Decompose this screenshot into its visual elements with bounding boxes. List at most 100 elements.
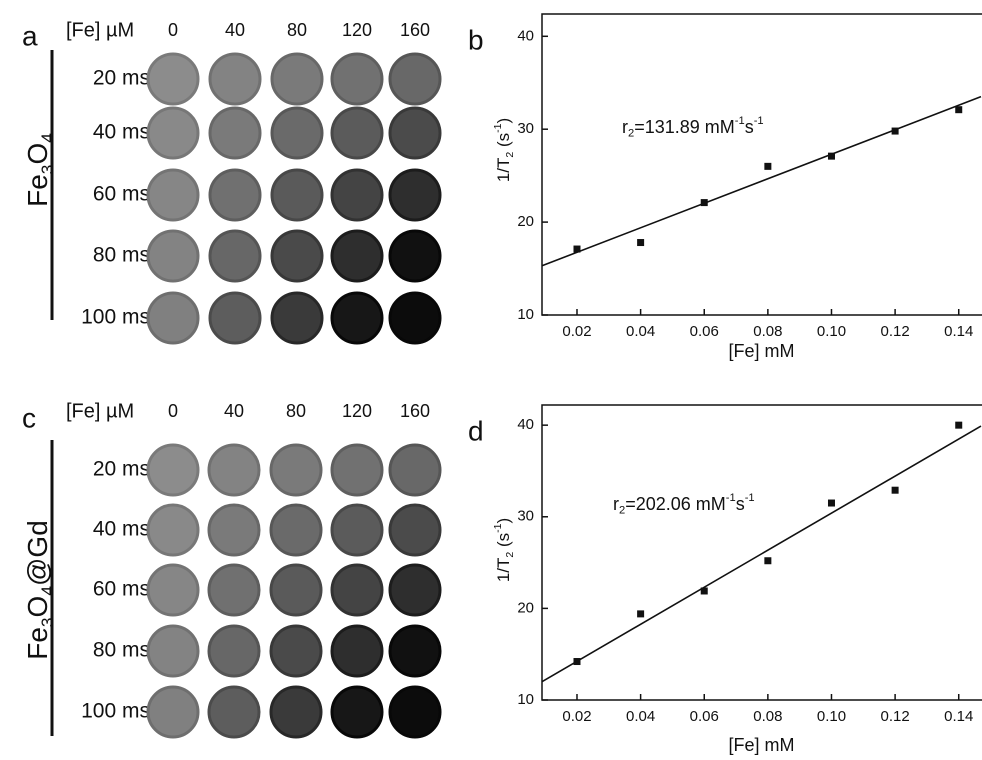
phantom-well [270,52,324,106]
y-tick-label: 30 [517,120,534,137]
data-point [827,499,835,507]
phantom-well [330,503,384,557]
x-tick-label: 0.14 [944,323,973,340]
data-point [891,127,899,135]
plot-frame [541,13,982,316]
data-point [573,245,581,253]
phantom-well [388,503,442,557]
column-label: 40 [224,401,244,421]
side-label-part: 4 [37,133,57,143]
phantom-well [388,624,442,678]
annotation-part: 2 [619,504,625,516]
y-axis-label: 1/T2 (s-1) [492,118,516,182]
row-label: 60 ms [93,578,150,601]
side-label: Fe3O4@Gd [22,520,57,660]
x-tick-label: 0.10 [817,323,846,340]
phantom-well [269,563,323,617]
column-label: 80 [287,20,307,40]
phantom-well [330,563,384,617]
phantom-well [388,229,442,283]
phantom-well [388,168,442,222]
phantom-well [270,291,324,345]
column-label: 40 [225,20,245,40]
column-label: 120 [342,20,372,40]
phantom-well [388,52,442,106]
row-label: 80 ms [93,639,150,662]
y-axis-label-part: ) [494,518,513,524]
annotation-part: -1 [745,492,755,504]
panel-letter: c [22,402,36,433]
phantom-well [269,624,323,678]
phantom-well [330,168,384,222]
panel-letter: b [468,24,484,55]
y-tick-label: 30 [517,508,534,525]
x-tick-label: 0.12 [881,323,910,340]
column-header: [Fe] µM [66,19,134,41]
annotation-part: 2 [628,127,634,139]
phantom-well [146,168,200,222]
column-label: 0 [168,20,178,40]
phantom-well [208,229,262,283]
data-point [700,199,708,207]
phantom-well [330,106,384,160]
phantom-well [269,443,323,497]
phantom-well [208,291,262,345]
x-tick-label: 0.14 [944,708,973,725]
x-tick-label: 0.06 [690,323,719,340]
column-header: [Fe] µM [66,400,134,422]
y-axis-label-part: 2 [504,552,516,558]
phantom-well [388,685,442,739]
y-axis-label-part: 1/T [494,558,513,583]
annotation-part: r [613,494,619,514]
phantom-well [146,291,200,345]
data-point [891,486,899,494]
phantom-well [388,291,442,345]
y-axis-label: 1/T2 (s-1) [492,518,516,582]
phantom-well [146,52,200,106]
data-point [955,106,963,114]
y-tick-label: 20 [517,213,534,230]
x-tick-label: 0.10 [817,708,846,725]
data-point [955,421,963,429]
column-label: 160 [400,401,430,421]
data-point [700,587,708,595]
plot-frame [541,404,982,701]
y-axis-label-part: -1 [492,523,504,533]
phantom-well [330,291,384,345]
phantom-well [330,443,384,497]
phantom-well [330,624,384,678]
x-tick-label: 0.04 [626,708,655,725]
phantom-well [207,443,261,497]
annotation-part: =202.06 mM [625,494,726,514]
phantom-well [208,52,262,106]
annotation-part: r [622,117,628,137]
x-tick-label: 0.02 [562,708,591,725]
phantom-well [146,503,200,557]
annotation: r2=131.89 mM-1s-1 [622,115,764,140]
x-tick-label: 0.08 [753,708,782,725]
phantom-well [146,229,200,283]
row-label: 20 ms [93,458,150,481]
y-tick-label: 40 [517,27,534,44]
phantom-well [207,503,261,557]
y-axis-label-part: (s [494,133,513,152]
row-label: 40 ms [93,121,150,144]
phantom-well [269,503,323,557]
panel-letter: d [468,415,484,446]
phantom-well [146,685,200,739]
phantom-well [388,443,442,497]
phantom-well [146,624,200,678]
phantom-well [208,168,262,222]
data-point [637,239,645,247]
y-axis-label-part: (s [494,533,513,552]
x-axis-label: [Fe] mM [729,735,795,755]
row-label: 100 ms [81,700,150,723]
side-label-part: Fe [22,627,53,660]
row-label: 100 ms [81,306,150,329]
x-tick-label: 0.06 [690,708,719,725]
phantom-well [388,106,442,160]
x-tick-label: 0.12 [881,708,910,725]
y-axis-label-part: 1/T [494,158,513,183]
side-label-part: Fe [22,174,53,207]
